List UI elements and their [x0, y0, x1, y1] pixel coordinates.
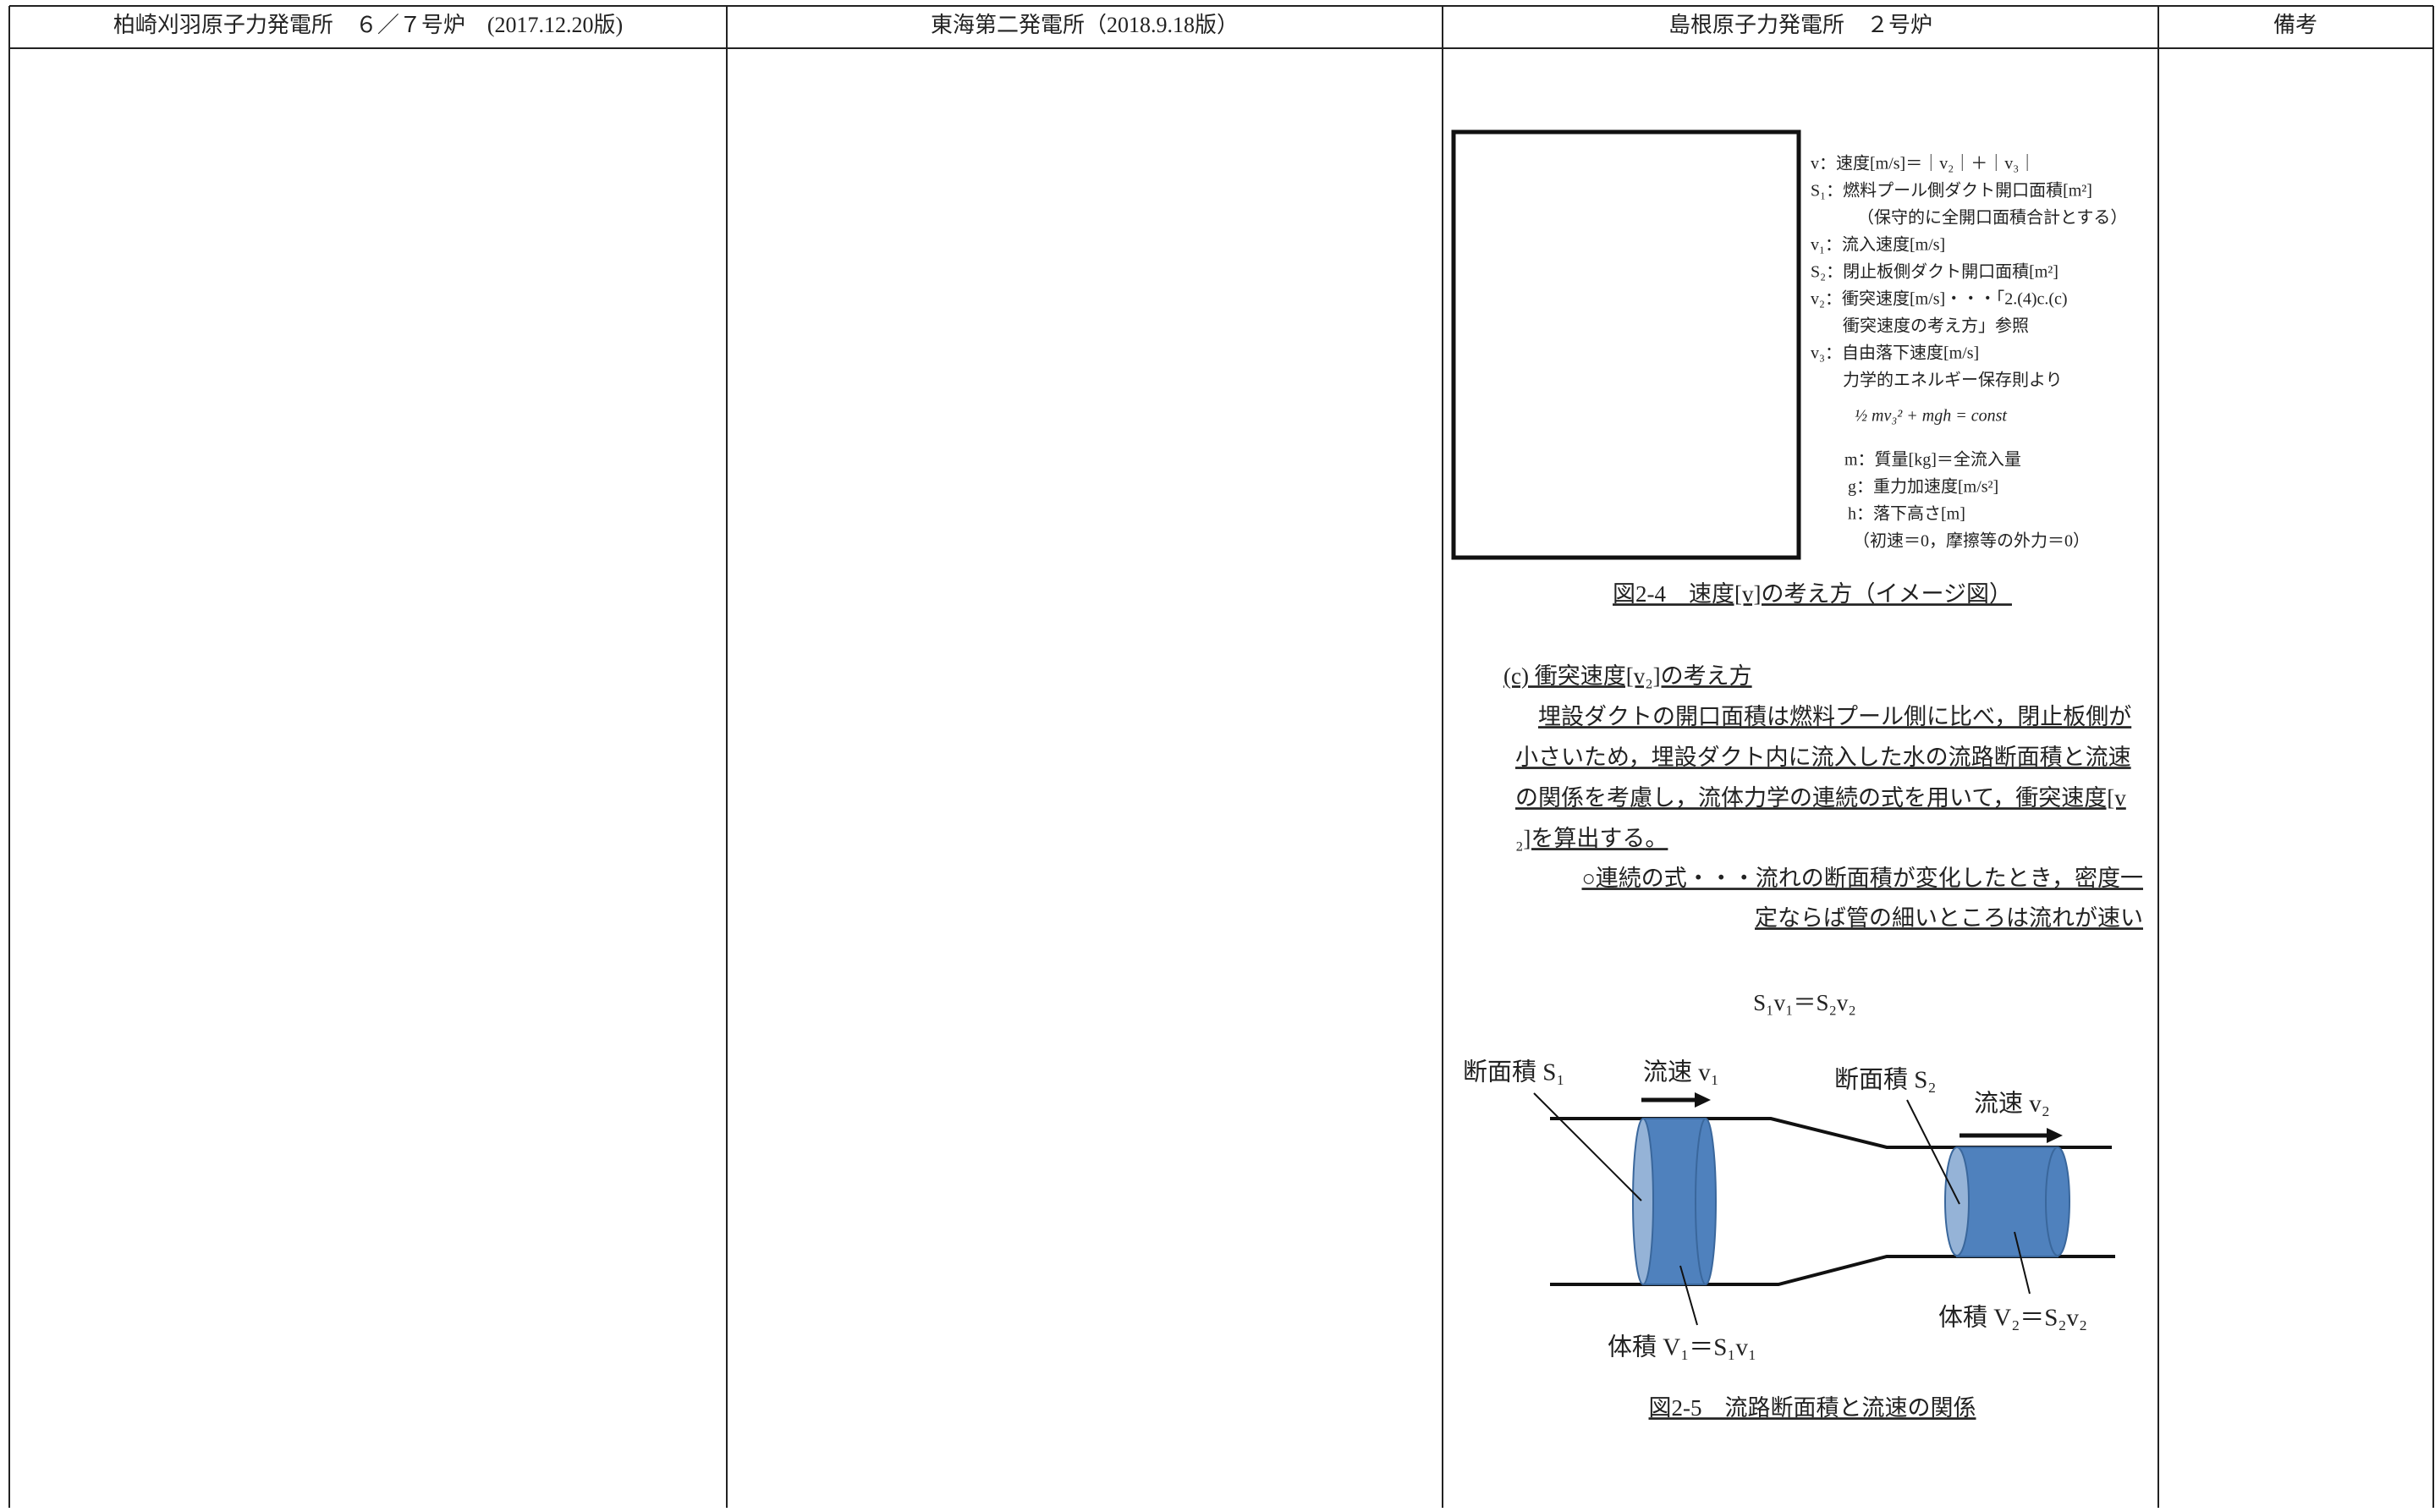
paragraph-line: 小さいため，埋設ダクト内に流入した水の流路断面積と流速 — [1515, 745, 2131, 770]
formula: ½ mv₃² + mgh = const — [1855, 407, 2007, 426]
image-frame — [1451, 129, 1801, 560]
diagram-label: 断面積 S₁ — [1463, 1058, 1565, 1086]
header-cell: 柏崎刈羽原子力発電所 ６／７号炉 (2017.12.20版) — [113, 13, 623, 37]
legend-line: 力学的エネルギー保存則より — [1843, 371, 2063, 390]
legend-line: v₁：流入速度[m/s] — [1811, 235, 1945, 255]
flow-diagram — [1533, 1092, 2115, 1326]
diagram-label: 断面積 S₂ — [1834, 1066, 1937, 1094]
header-cell: 備考 — [2273, 13, 2317, 37]
legend-line: g：重力加速度[m/s²] — [1848, 477, 1998, 497]
note-line: ○連続の式・・・流れの断面積が変化したとき，密度一 — [1582, 866, 2144, 891]
table-lines — [8, 5, 2434, 1508]
legend-line: m：質量[kg]＝全流入量 — [1844, 450, 2021, 470]
diagram-label: 体積 V₁＝S₁v₁ — [1608, 1333, 1756, 1361]
legend-line: （初速＝0，摩擦等の外力＝0） — [1853, 531, 2090, 551]
paragraph-line: ₂]を算出する。 — [1515, 826, 1668, 851]
legend-line: v₃：自由落下速度[m/s] — [1811, 344, 1979, 363]
header-cell: 東海第二発電所（2018.9.18版） — [931, 13, 1239, 37]
legend-line: （保守的に全開口面積合計とする） — [1857, 208, 2127, 228]
legend-line: S₁：燃料プール側ダクト開口面積[m²] — [1811, 181, 2092, 201]
diagram-label: 流速 v₂ — [1974, 1090, 2050, 1118]
note-line: 定ならば管の細いところは流れが速い — [1755, 905, 2143, 931]
heading: (c) 衝突速度[v₂]の考え方 — [1503, 663, 1752, 689]
paragraph-line: 埋設ダクトの開口面積は燃料プール側に比べ，閉止板側が — [1538, 704, 2131, 729]
legend-line: v₂：衝突速度[m/s]・・・「2.(4)c.(c) — [1811, 289, 2068, 309]
equation: S₁v₁＝S₂v₂ — [1753, 990, 1856, 1015]
diagram-label: 流速 v₁ — [1643, 1058, 1719, 1086]
caption: 図2-4 速度[v]の考え方（イメージ図） — [1613, 581, 2012, 607]
legend-line: S₂：閉止板側ダクト開口面積[m²] — [1811, 262, 2058, 282]
caption: 図2-5 流路断面積と流速の関係 — [1649, 1395, 1976, 1421]
header-cell: 島根原子力発電所 ２号炉 — [1668, 13, 1932, 37]
diagram-label: 体積 V₂＝S₂v₂ — [1938, 1304, 2087, 1332]
legend-line: 衝突速度の考え方」参照 — [1843, 316, 2029, 336]
legend-line: h：落下高さ[m] — [1848, 504, 1965, 524]
paragraph-line: の関係を考慮し，流体力学の連続の式を用いて，衝突速度[v — [1515, 785, 2126, 811]
legend-line: v：速度[m/s]＝｜v₂｜＋｜v₃｜ — [1811, 154, 2036, 173]
